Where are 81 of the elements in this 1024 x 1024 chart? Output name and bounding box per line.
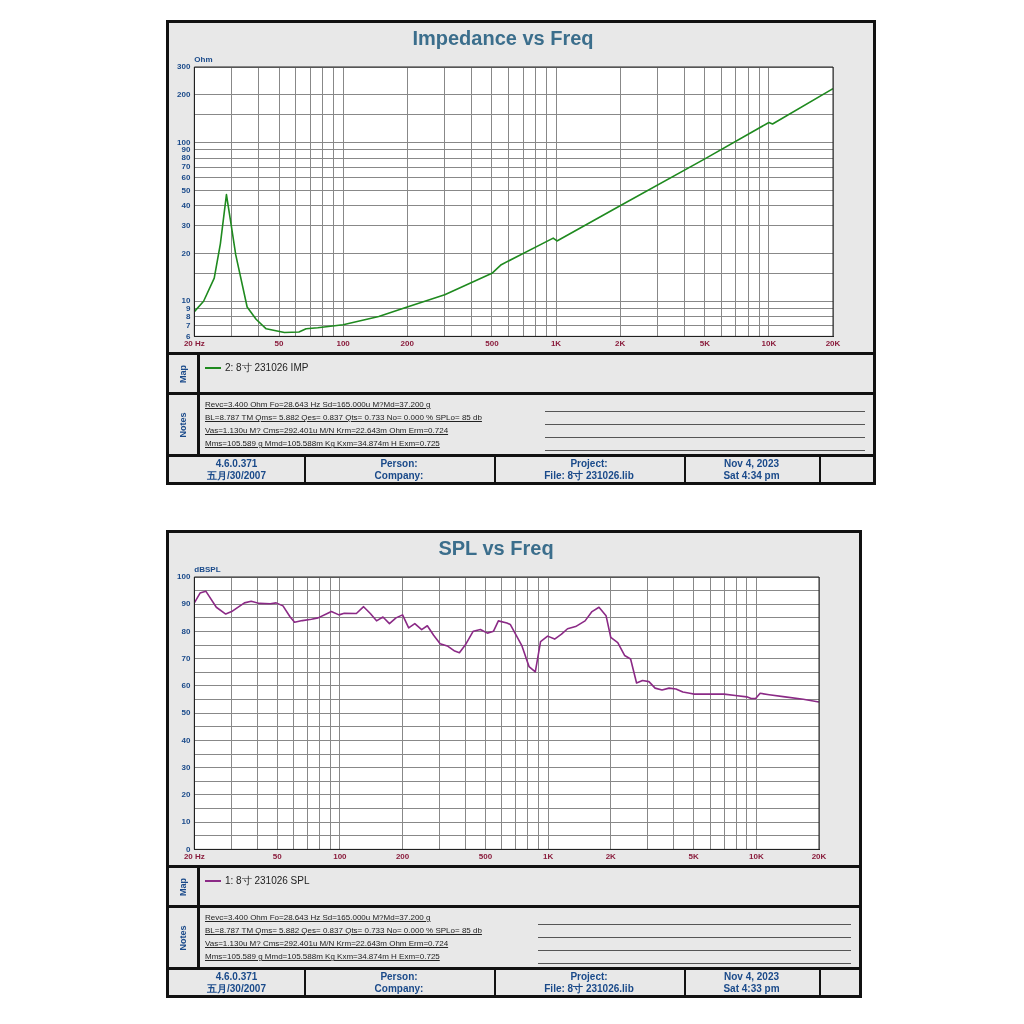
y-tick-label: 80 — [181, 626, 191, 636]
x-tick-label: 50 — [274, 339, 285, 349]
text: Map — [178, 877, 188, 896]
text: Company: — [373, 982, 425, 995]
y-tick-label: 7 — [185, 320, 191, 330]
text: Mms=105.589 g Mmd=105.588m Kg Kxm=34.874m H Exm=0.725 — [205, 439, 440, 448]
x-tick-label: 5K — [688, 852, 699, 862]
text: Project: — [569, 970, 609, 983]
y-tick-label: 90 — [181, 599, 191, 609]
chart-title: Impedance vs Freq — [412, 26, 594, 49]
x-tick-label: 20K — [811, 852, 827, 862]
y-tick-label: 90 — [181, 145, 191, 155]
text: Sat 4:34 pm — [722, 469, 781, 482]
y-tick-label: 50 — [181, 708, 191, 718]
text: 4.6.0.371 — [214, 970, 259, 983]
y-tick-label: 70 — [181, 653, 191, 663]
x-tick-label: 1K — [550, 339, 562, 349]
x-tick-label: 200 — [400, 339, 415, 349]
text: Map — [178, 364, 188, 383]
x-tick-label: 20K — [825, 339, 841, 349]
text: Person: — [379, 970, 419, 983]
text: Nov 4, 2023 — [722, 457, 780, 470]
y-tick-label: 70 — [181, 162, 191, 172]
y-tick-label: 6 — [185, 331, 191, 341]
y-tick-label: 10 — [181, 817, 191, 827]
x-tick-label: 200 — [395, 852, 410, 862]
text: 五月/30/2007 — [206, 982, 267, 995]
y-tick-label: 30 — [181, 762, 191, 772]
y-axis-title: Ohm — [194, 55, 213, 65]
x-tick-label: 10K — [748, 852, 764, 862]
text: BL=8.787 TM Qms= 5.882 Qes= 0.837 Qts= 0.733 No= 0.000 % SPLo= 85 db — [205, 413, 482, 422]
y-tick-label: 0 — [185, 844, 191, 854]
x-tick-label: 100 — [336, 339, 351, 349]
y-tick-label: 8 — [185, 311, 191, 321]
text: Revc=3.400 Ohm Fo=28.643 Hz Sd=165.000u M?Md=37.200 g — [205, 400, 431, 409]
text: File: 8寸 231026.lib — [543, 982, 635, 995]
chart-title: SPL vs Freq — [438, 536, 554, 559]
text: File: 8寸 231026.lib — [543, 469, 635, 482]
y-tick-label: 60 — [181, 681, 191, 691]
x-tick-label: 2K — [615, 339, 626, 349]
y-tick-label: 300 — [176, 62, 191, 72]
text: Notes — [177, 411, 188, 438]
x-tick-label: 500 — [478, 852, 493, 862]
y-tick-label: 40 — [181, 200, 191, 210]
text: Nov 4, 2023 — [722, 970, 780, 983]
x-tick-label: 50 — [272, 852, 283, 862]
x-tick-label: 20 Hz — [183, 339, 205, 349]
text: Company: — [373, 469, 425, 482]
text: Project: — [569, 457, 609, 470]
x-tick-label: 5K — [699, 339, 711, 349]
text: Vas=1.130u M? Cms=292.401u M/N Krm=22.643m Ohm Erm=0.724 — [205, 939, 449, 948]
y-tick-label: 50 — [181, 185, 191, 195]
text: Revc=3.400 Ohm Fo=28.643 Hz Sd=165.000u M?Md=37.200 g — [205, 913, 431, 922]
legend-label: 2: 8寸 231026 IMP — [225, 361, 309, 375]
x-tick-label: 1K — [542, 852, 554, 862]
y-tick-label: 100 — [176, 137, 191, 147]
x-tick-label: 100 — [333, 852, 348, 862]
x-tick-label: 20 Hz — [183, 852, 205, 862]
y-tick-label: 20 — [181, 790, 191, 800]
legend-label: 1: 8寸 231026 SPL — [225, 874, 310, 888]
y-tick-label: 60 — [181, 173, 191, 183]
y-tick-label: 10 — [181, 296, 191, 306]
y-tick-label: 30 — [181, 220, 191, 230]
text: Mms=105.589 g Mmd=105.588m Kg Kxm=34.874m H Exm=0.725 — [205, 952, 440, 961]
y-tick-label: 20 — [181, 248, 191, 258]
y-tick-label: 100 — [176, 572, 191, 582]
text: Notes — [177, 924, 188, 951]
y-tick-label: 40 — [181, 735, 191, 745]
y-axis-title: dBSPL — [194, 565, 221, 575]
y-tick-label: 80 — [181, 153, 191, 163]
text: Sat 4:33 pm — [722, 982, 781, 995]
x-tick-label: 2K — [605, 852, 617, 862]
text: 五月/30/2007 — [206, 469, 267, 482]
text: Vas=1.130u M? Cms=292.401u M/N Krm=22.643m Ohm Erm=0.724 — [205, 426, 449, 435]
y-tick-label: 200 — [176, 90, 191, 100]
y-tick-label: 9 — [185, 303, 191, 313]
x-tick-label: 500 — [485, 339, 500, 349]
text: Person: — [379, 457, 419, 470]
text: 4.6.0.371 — [214, 457, 259, 470]
text: BL=8.787 TM Qms= 5.882 Qes= 0.837 Qts= 0.733 No= 0.000 % SPLo= 85 db — [205, 926, 482, 935]
x-tick-label: 10K — [761, 339, 777, 349]
